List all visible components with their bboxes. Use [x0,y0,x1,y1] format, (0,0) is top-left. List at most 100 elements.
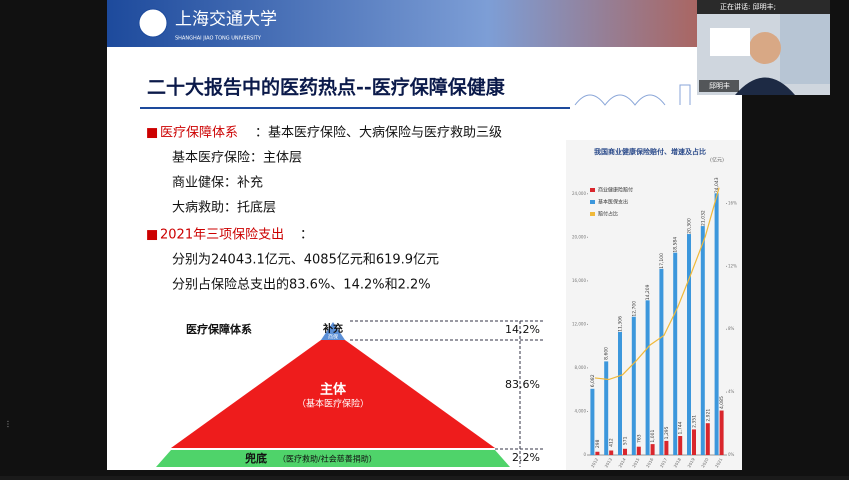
x-tick-label: 2016 [645,457,655,469]
data-label: 11,306 [618,316,624,332]
bullet-text: ： [300,228,313,243]
logo-en: SHANGHAI JIAO TONG UNIVERSITY [175,36,262,42]
x-tick-label: 2020 [700,457,710,469]
bullet-head: 医疗保障体系 [160,126,238,141]
y-tick-label: 24,000 [572,191,586,196]
data-label: 18,584 [673,237,679,253]
sub-item: 分别占保险总支出的83.6%、14.2%和2.2% [172,277,431,293]
sub-item: 分别为24043.1亿元、4085亿元和619.9亿元 [172,253,439,268]
participant-name: 邱明丰 [709,81,730,90]
data-label: 4,085 [719,396,725,409]
data-label: 21,032 [700,210,706,226]
x-tick-label: 2018 [673,457,683,469]
bar [645,300,650,455]
bar [604,361,609,455]
share: 83.6% [505,378,540,391]
y-tick-label: 16,000 [572,278,586,283]
data-label: 571 [623,436,629,445]
data-label: 14,209 [645,284,651,300]
y-tick-label: 20,000 [572,234,586,239]
y2-tick-label: 4% [728,389,735,394]
video-window [780,14,830,84]
x-tick-label: 2015 [631,457,641,469]
pyramid-label: 医疗保障体系 [186,322,252,336]
bullet: ■ [146,228,158,243]
bar [636,446,641,455]
bar [673,252,678,455]
bar [618,331,622,455]
chart-title: 我国商业健康保险赔付、增速及占比 [594,147,706,156]
data-label: 2,351 [692,415,698,428]
data-label: 763 [636,434,642,443]
bullet: ■ [146,126,158,141]
bar [659,268,664,455]
legend-label: 基本医保支出 [598,199,628,206]
x-tick-label: 2021 [714,457,724,469]
ratio-line [594,187,720,381]
share: 2.2% [512,451,540,464]
data-label: 412 [609,438,615,447]
middle-layer [171,340,495,448]
y2-tick-label: 12% [728,263,737,268]
data-label: 1,001 [650,430,656,443]
middle-label: 主体 [320,382,347,398]
pyramid: 医疗保障体系 补充 商保 主体 （基本医疗保险） 兜底 （医疗救助/社会慈善捐助… [156,320,545,467]
data-label: 24,043 [714,177,720,193]
bottom-label: 兜底 [245,451,267,465]
bar [609,450,614,455]
data-label: 8,600 [604,347,610,360]
side-handle[interactable]: ⋮ [4,420,12,429]
data-label: 298 [595,439,601,448]
bottom-sub: （医疗救助/社会慈善捐助） [278,454,377,464]
share: 14.2% [505,323,540,336]
speaking-indicator: 正在讲话: 邱明丰; [720,2,776,11]
header-banner [107,0,742,47]
middle-sub: （基本医疗保险） [297,398,369,410]
data-label: 12,700 [631,301,637,317]
x-tick-label: 2014 [617,457,627,469]
bottom-layer [156,450,510,467]
bullet-text: ：基本医疗保险、大病保险与医疗救助三级 [255,125,502,141]
bar [692,429,696,455]
bar [623,448,627,455]
legend-swatch [590,200,595,204]
bar [714,193,719,455]
y-tick-label: 12,000 [572,321,586,326]
legend-label: 赔付占比 [598,211,618,218]
data-label: 1,295 [664,426,670,439]
bullet-head: 2021年三项保险支出 [160,228,284,243]
y2-tick-label: 0% [728,452,735,457]
bar [678,436,683,455]
x-tick-label: 2017 [659,457,669,469]
bar [590,388,595,455]
title-deco [574,84,691,106]
data-label: 20,300 [687,218,693,234]
bar [700,226,705,455]
bar [705,423,710,455]
sub-item: 基本医疗保险：主体层 [172,151,302,166]
top-sub: 商保 [328,334,338,341]
bar [687,234,691,455]
bar [631,316,636,455]
y-tick-label: 4,000 [575,408,587,413]
sub-item: 商业健保：补充 [172,175,263,191]
top-layer [321,322,345,340]
x-tick-label: 2012 [590,457,600,469]
data-label: 17,100 [659,253,665,269]
bar [719,410,724,455]
legend-swatch [590,188,595,192]
speaker-face [749,32,781,64]
backdrop-board [710,28,750,56]
y-tick-label: 0 [583,452,586,457]
bar [595,451,600,455]
y-tick-label: 8,000 [575,365,587,370]
speaker-body [735,77,795,95]
logo-cn: 上海交通大学 [175,10,277,30]
data-label: 1,744 [678,421,684,434]
data-label: 2,921 [705,409,711,422]
name-tag [699,80,739,92]
slide-title: 二十大报告中的医药热点--医疗保障保健康 [147,76,506,99]
y2-tick-label: 8% [728,326,735,331]
legend-label: 商业健康险赔付 [598,187,633,194]
